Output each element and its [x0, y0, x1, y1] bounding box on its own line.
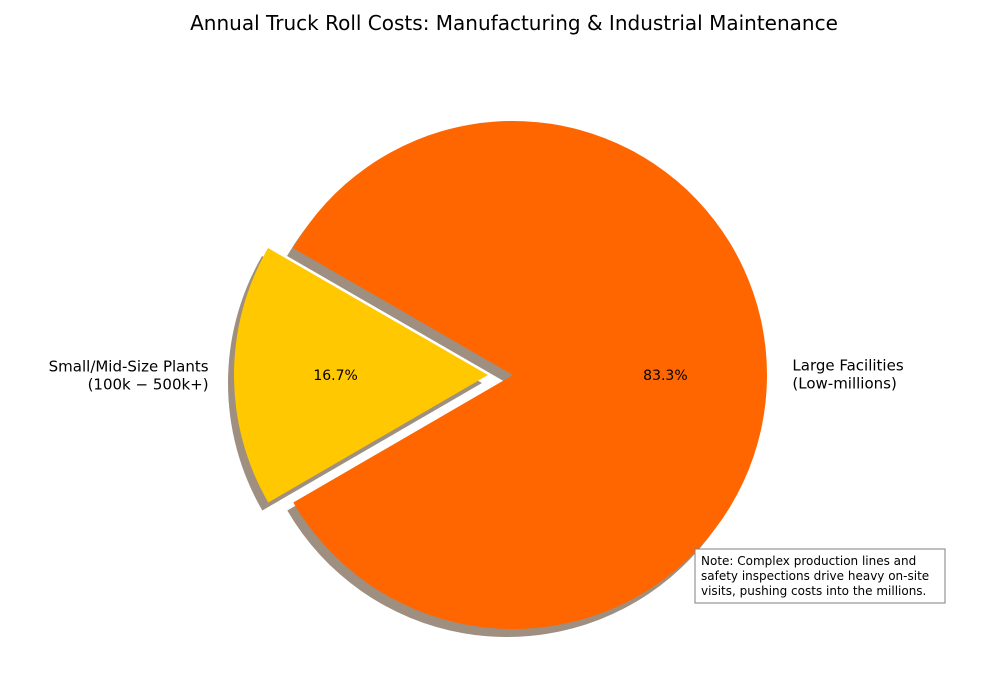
- pie-slices: [234, 120, 768, 629]
- pct-label-small-mid-size-plants: 16.7%: [313, 368, 357, 384]
- annotation-line-3: visits, pushing costs into the millions.: [701, 584, 926, 598]
- chart-title: Annual Truck Roll Costs: Manufacturing &…: [190, 11, 838, 35]
- slice-small-mid-size-plants: [234, 248, 488, 503]
- slice-labels: Small/Mid-Size Plants(100k − 500k+) Large…: [49, 357, 904, 394]
- slice-large-facilities: [293, 120, 768, 629]
- slice-label-large-facilities-line-2: (Low-millions): [792, 375, 896, 393]
- annotation-line-1: Note: Complex production lines and: [701, 554, 916, 568]
- slice-label-small-mid-size-plants-line-2: (100k − 500k+): [88, 375, 209, 393]
- annotation-line-2: safety inspections drive heavy on-site: [701, 569, 929, 583]
- percentage-labels: 16.7% 83.3%: [313, 368, 687, 384]
- slice-label-large-facilities-line-1: Large Facilities: [792, 357, 903, 375]
- annotation-note: Note: Complex production lines and safet…: [694, 548, 946, 604]
- slice-label-small-mid-size-plants-line-1: Small/Mid-Size Plants: [49, 357, 209, 375]
- pct-label-large-facilities: 83.3%: [643, 368, 687, 384]
- annotation-box: [694, 548, 946, 604]
